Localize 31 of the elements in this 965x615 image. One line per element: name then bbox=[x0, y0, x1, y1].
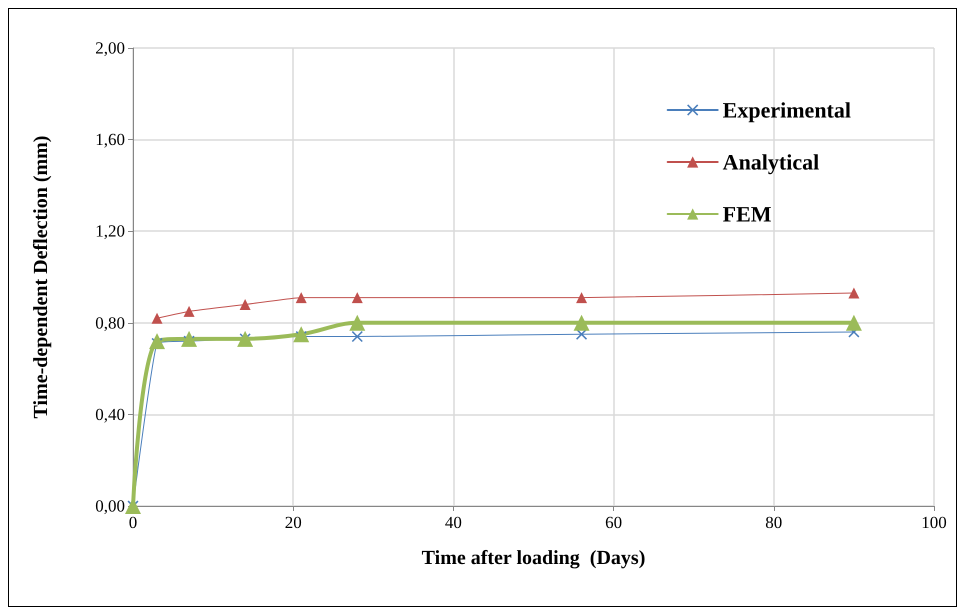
y-tick-label: 1,20 bbox=[95, 222, 125, 241]
x-tick-label: 40 bbox=[444, 513, 462, 532]
x-tick-label: 20 bbox=[284, 513, 302, 532]
y-axis-title: Time-dependent Deflection (mm) bbox=[30, 136, 52, 418]
point bbox=[181, 330, 198, 347]
y-tick-label: 2,00 bbox=[95, 38, 125, 58]
x-tick-label: 100 bbox=[921, 513, 947, 532]
point bbox=[352, 331, 363, 342]
x-axis-title: Time after loading (Days) bbox=[422, 547, 646, 569]
point bbox=[846, 314, 862, 331]
legend-label: Experimental bbox=[722, 98, 852, 122]
point bbox=[240, 298, 251, 310]
y-tick-label: 0,80 bbox=[95, 313, 125, 332]
x-tick-label: 60 bbox=[605, 513, 622, 532]
point bbox=[149, 333, 166, 350]
point bbox=[152, 312, 163, 324]
point bbox=[574, 314, 590, 331]
point bbox=[296, 292, 307, 304]
y-tick-label: 1,60 bbox=[95, 130, 125, 150]
y-tick-label: 0,40 bbox=[95, 404, 125, 424]
point bbox=[293, 326, 310, 342]
point bbox=[349, 314, 366, 331]
point bbox=[184, 306, 195, 317]
y-tick-label: 0,00 bbox=[95, 496, 125, 516]
point bbox=[848, 288, 860, 299]
x-tick-label: 0 bbox=[128, 513, 138, 532]
point bbox=[576, 292, 588, 304]
x-tick-label: 80 bbox=[765, 513, 782, 532]
legend-label: Analytical bbox=[722, 150, 820, 174]
legend-label: FEM bbox=[722, 202, 772, 226]
point bbox=[352, 292, 363, 304]
